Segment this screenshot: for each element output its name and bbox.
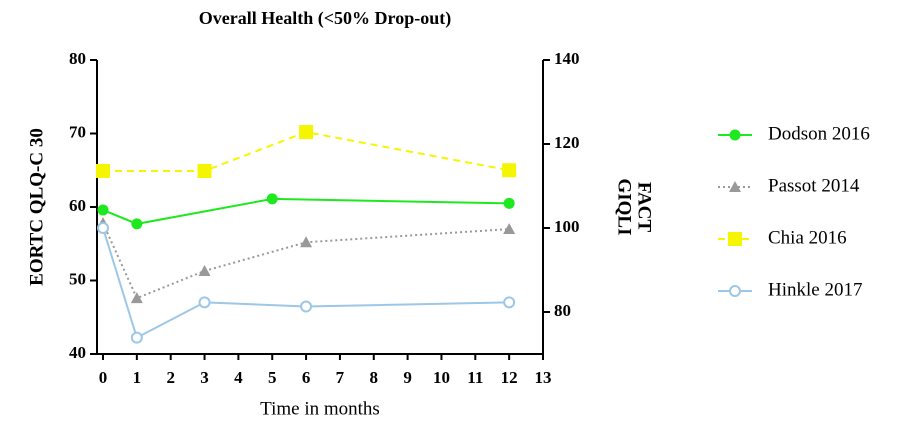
marker [503, 197, 515, 209]
x-tick-label: 5 [268, 368, 277, 387]
marker [197, 163, 212, 178]
y2-axis-label: GIQLI [614, 178, 635, 235]
x-tick-label: 0 [99, 368, 108, 387]
chart-title: Overall Health (<50% Drop-out) [199, 8, 451, 29]
marker [503, 223, 516, 235]
marker [266, 193, 278, 205]
x-tick-label: 10 [433, 368, 450, 387]
legend-label: Hinkle 2017 [768, 279, 862, 300]
y2-tick-label: 80 [554, 301, 571, 320]
x-tick-label: 11 [467, 368, 483, 387]
marker [97, 222, 109, 234]
y2-tick-label: 140 [554, 49, 580, 68]
marker [130, 292, 143, 304]
marker [131, 218, 143, 230]
marker [503, 296, 516, 309]
y-tick-label: 60 [69, 196, 86, 215]
x-tick-label: 6 [302, 368, 311, 387]
y2-tick-label: 100 [554, 217, 580, 236]
x-tick-label: 4 [234, 368, 243, 387]
series-line [103, 130, 510, 172]
legend-label: Dodson 2016 [768, 123, 870, 144]
x-tick-label: 9 [403, 368, 412, 387]
legend-label: Passot 2014 [768, 175, 860, 196]
y-tick-label: 40 [69, 343, 86, 362]
y-axis-label: EORTC QLQ-C 30 [26, 128, 47, 286]
marker [299, 125, 314, 140]
legend-label: Chia 2016 [768, 227, 847, 248]
x-axis-label: Time in months [260, 398, 380, 419]
y-tick-label: 70 [69, 122, 86, 141]
legend-marker [729, 181, 741, 192]
marker [300, 236, 313, 248]
legend-marker [729, 129, 741, 141]
y-tick-label: 50 [69, 269, 86, 288]
x-tick-label: 12 [501, 368, 518, 387]
x-tick-label: 3 [200, 368, 209, 387]
marker [96, 163, 110, 178]
marker [198, 264, 211, 276]
series-line [102, 197, 510, 225]
x-tick-label: 8 [370, 368, 379, 387]
legend-marker [729, 285, 741, 297]
marker [97, 204, 109, 216]
x-tick-label: 2 [166, 368, 175, 387]
x-tick-label: 1 [133, 368, 142, 387]
marker [300, 300, 313, 313]
y-tick-label: 80 [69, 49, 86, 68]
x-tick-label: 13 [535, 368, 552, 387]
marker [198, 296, 211, 309]
series-line [102, 222, 510, 300]
y2-tick-label: 120 [554, 133, 580, 152]
y2-axis-label: FACT [634, 182, 655, 233]
marker [130, 331, 143, 344]
x-tick-label: 7 [336, 368, 345, 387]
marker [502, 163, 517, 178]
legend-marker [728, 232, 742, 246]
